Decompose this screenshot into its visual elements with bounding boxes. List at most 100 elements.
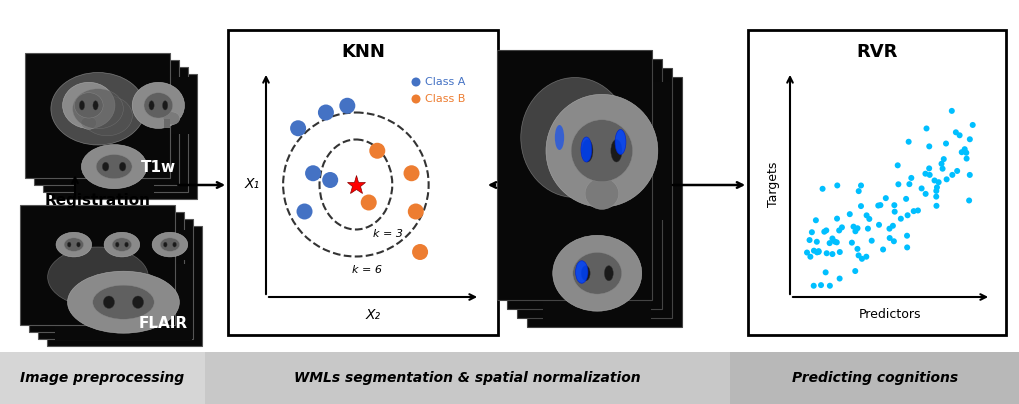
Bar bbox=[35, 59, 179, 185]
Ellipse shape bbox=[906, 181, 911, 187]
Ellipse shape bbox=[962, 150, 968, 156]
Ellipse shape bbox=[822, 269, 827, 276]
Ellipse shape bbox=[322, 172, 338, 188]
Ellipse shape bbox=[934, 179, 941, 185]
Ellipse shape bbox=[162, 101, 167, 110]
Ellipse shape bbox=[858, 256, 864, 262]
Bar bbox=[55, 264, 192, 340]
Ellipse shape bbox=[163, 242, 167, 247]
Ellipse shape bbox=[808, 229, 814, 235]
Ellipse shape bbox=[834, 183, 840, 188]
Ellipse shape bbox=[163, 112, 179, 125]
Bar bbox=[44, 67, 189, 191]
Ellipse shape bbox=[545, 95, 657, 207]
Ellipse shape bbox=[925, 172, 931, 178]
Bar bbox=[148, 229, 192, 260]
Ellipse shape bbox=[838, 224, 844, 230]
Ellipse shape bbox=[67, 242, 71, 247]
Bar bbox=[48, 226, 203, 346]
Ellipse shape bbox=[64, 238, 84, 251]
Text: Class B: Class B bbox=[425, 94, 465, 104]
Ellipse shape bbox=[903, 233, 909, 239]
Bar bbox=[497, 50, 652, 300]
Ellipse shape bbox=[857, 183, 863, 189]
Ellipse shape bbox=[149, 101, 154, 110]
Ellipse shape bbox=[949, 172, 955, 178]
Ellipse shape bbox=[966, 172, 972, 178]
Ellipse shape bbox=[828, 251, 835, 257]
Ellipse shape bbox=[404, 165, 419, 181]
Text: WMLs segmentation & spatial normalization: WMLs segmentation & spatial normalizatio… bbox=[293, 371, 640, 385]
Ellipse shape bbox=[889, 223, 895, 229]
Ellipse shape bbox=[610, 139, 622, 162]
Ellipse shape bbox=[813, 239, 819, 245]
Ellipse shape bbox=[369, 143, 385, 159]
Ellipse shape bbox=[903, 244, 909, 250]
Bar bbox=[747, 30, 1005, 335]
Ellipse shape bbox=[961, 146, 967, 152]
Bar bbox=[527, 77, 682, 327]
Bar bbox=[507, 59, 662, 309]
Ellipse shape bbox=[810, 283, 816, 289]
Ellipse shape bbox=[305, 165, 321, 181]
Ellipse shape bbox=[879, 246, 886, 252]
Ellipse shape bbox=[932, 203, 938, 209]
Text: Predictors: Predictors bbox=[858, 309, 921, 322]
Ellipse shape bbox=[943, 176, 949, 182]
Bar bbox=[730, 352, 1019, 404]
Ellipse shape bbox=[124, 242, 128, 247]
Bar bbox=[52, 74, 198, 198]
Ellipse shape bbox=[289, 120, 306, 136]
Ellipse shape bbox=[51, 72, 145, 145]
Bar bbox=[25, 53, 170, 177]
Bar bbox=[533, 82, 669, 219]
Bar bbox=[126, 77, 191, 133]
Ellipse shape bbox=[940, 156, 946, 162]
Ellipse shape bbox=[862, 254, 868, 260]
Ellipse shape bbox=[62, 82, 115, 128]
Ellipse shape bbox=[886, 226, 892, 231]
Ellipse shape bbox=[825, 240, 832, 246]
Text: X₂: X₂ bbox=[365, 308, 380, 322]
Ellipse shape bbox=[852, 268, 857, 274]
Ellipse shape bbox=[836, 227, 842, 234]
Ellipse shape bbox=[904, 212, 910, 218]
Ellipse shape bbox=[565, 134, 574, 159]
Ellipse shape bbox=[902, 196, 908, 202]
Ellipse shape bbox=[411, 95, 420, 103]
Ellipse shape bbox=[897, 216, 903, 222]
Ellipse shape bbox=[74, 93, 103, 118]
Ellipse shape bbox=[103, 296, 114, 308]
Ellipse shape bbox=[65, 261, 166, 321]
Ellipse shape bbox=[552, 235, 641, 311]
Ellipse shape bbox=[573, 252, 622, 294]
Ellipse shape bbox=[956, 132, 962, 138]
Ellipse shape bbox=[160, 238, 179, 251]
Ellipse shape bbox=[817, 282, 823, 288]
Ellipse shape bbox=[850, 224, 856, 229]
Ellipse shape bbox=[812, 217, 818, 223]
Ellipse shape bbox=[963, 156, 969, 162]
Ellipse shape bbox=[813, 249, 819, 255]
Ellipse shape bbox=[144, 93, 172, 118]
Ellipse shape bbox=[855, 252, 861, 259]
Ellipse shape bbox=[925, 143, 931, 149]
Ellipse shape bbox=[921, 171, 927, 177]
Ellipse shape bbox=[969, 122, 975, 128]
Bar bbox=[0, 352, 205, 404]
Ellipse shape bbox=[585, 178, 619, 209]
Ellipse shape bbox=[69, 86, 163, 159]
Ellipse shape bbox=[152, 232, 187, 257]
Ellipse shape bbox=[112, 238, 131, 251]
Ellipse shape bbox=[806, 237, 812, 243]
Ellipse shape bbox=[575, 261, 587, 283]
Bar bbox=[57, 77, 120, 133]
Ellipse shape bbox=[855, 188, 861, 194]
Ellipse shape bbox=[581, 139, 592, 162]
Ellipse shape bbox=[96, 154, 132, 179]
Ellipse shape bbox=[864, 225, 870, 231]
Ellipse shape bbox=[521, 78, 629, 198]
Bar bbox=[52, 229, 96, 260]
Ellipse shape bbox=[72, 89, 123, 129]
Ellipse shape bbox=[914, 208, 920, 213]
